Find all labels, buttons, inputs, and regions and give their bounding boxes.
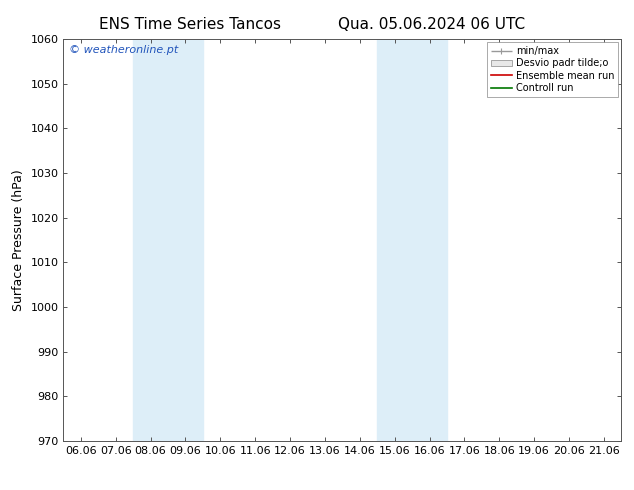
Text: © weatheronline.pt: © weatheronline.pt (69, 45, 178, 55)
Text: Qua. 05.06.2024 06 UTC: Qua. 05.06.2024 06 UTC (337, 17, 525, 32)
Y-axis label: Surface Pressure (hPa): Surface Pressure (hPa) (12, 169, 25, 311)
Bar (133, 39, 203, 441)
Bar (377, 39, 447, 441)
Legend: min/max, Desvio padr tilde;o, Ensemble mean run, Controll run: min/max, Desvio padr tilde;o, Ensemble m… (487, 42, 618, 97)
Text: ENS Time Series Tancos: ENS Time Series Tancos (99, 17, 281, 32)
